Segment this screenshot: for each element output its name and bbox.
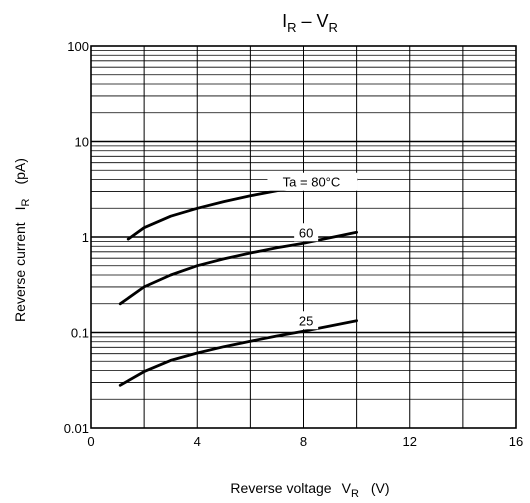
y-axis-label: Reverse currentIR(pA)	[12, 158, 32, 322]
series-curve	[118, 230, 358, 306]
plot-frame	[90, 45, 517, 429]
x-axis-label: Reverse voltage VR (V)	[230, 480, 389, 500]
series-label-bg	[294, 223, 319, 242]
series-label: 25	[299, 313, 313, 328]
y-tick-labels: 0.01 0.1 1 10 100	[64, 39, 89, 436]
series-labels: Ta = 80°C 60 25	[267, 172, 358, 330]
x-tick-label: 12	[403, 434, 417, 449]
y-tick-label: 0.1	[71, 326, 89, 341]
x-tick-label: 8	[300, 434, 307, 449]
y-tick-label: 1	[82, 230, 89, 245]
y-tick-label: 0.01	[64, 421, 89, 436]
series-curve	[118, 319, 358, 387]
series-label: Ta = 80°C	[283, 175, 341, 190]
x-tick-labels: 0 4 8 12 16	[87, 434, 523, 449]
x-tick-label: 16	[509, 434, 523, 449]
x-tick-label: 0	[87, 434, 94, 449]
x-tick-label: 4	[194, 434, 201, 449]
y-tick-label: 100	[67, 39, 89, 54]
series-label-bg	[267, 172, 358, 191]
y-tick-label: 10	[75, 135, 89, 150]
curves	[118, 178, 358, 387]
chart-title: IR – VR	[282, 11, 338, 35]
series-label: 60	[299, 225, 313, 240]
series-label-bg	[294, 311, 319, 330]
